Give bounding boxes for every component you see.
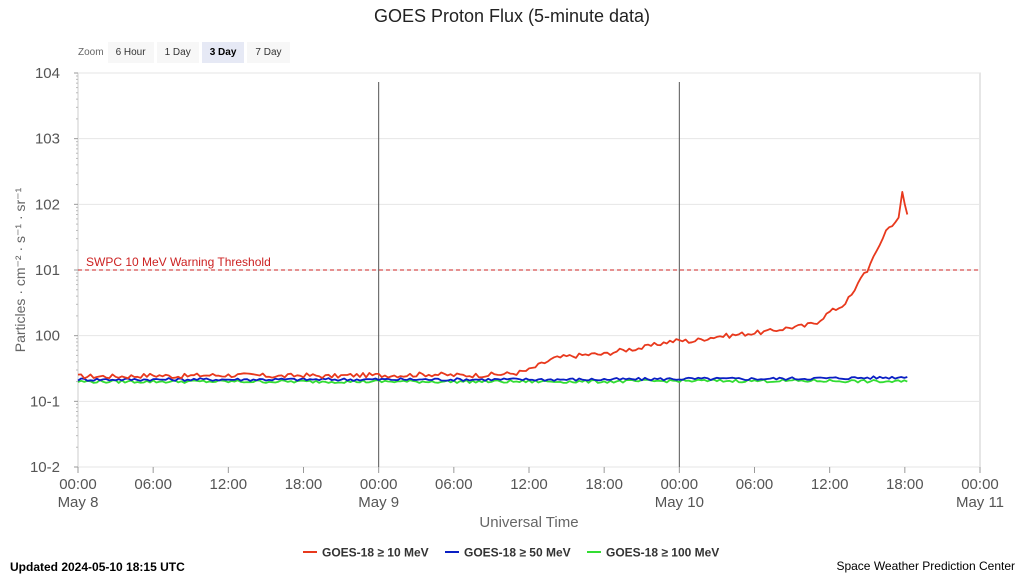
y-tick-label: 101 [35, 262, 60, 279]
zoom-3-day-button[interactable]: 3 Day [201, 41, 245, 63]
x-tick-label: 18:00 [585, 476, 623, 493]
y-axis-title: Particles · cm⁻² · s⁻¹ · sr⁻¹ [12, 187, 28, 352]
x-tick-label: 12:00 [210, 476, 248, 493]
y-tick-label: 102 [35, 196, 60, 213]
x-tick-label: 06:00 [435, 476, 473, 493]
updated-timestamp: Updated 2024-05-10 18:15 UTC [10, 560, 185, 574]
chart-title: GOES Proton Flux (5-minute data) [373, 6, 651, 26]
x-tick-label: 00:00 [961, 476, 999, 493]
x-date-label: May 9 [358, 494, 399, 511]
x-axis-title: Universal Time [479, 514, 578, 531]
series-100-mev-line [77, 378, 908, 384]
x-tick-label: 00:00 [661, 476, 699, 493]
x-date-label: May 8 [58, 494, 99, 511]
legend-50-mev-label: GOES-18 ≥ 50 MeV [464, 546, 571, 560]
y-tick-label: 10-2 [30, 459, 60, 476]
series-50-mev-line [77, 375, 908, 382]
x-date-label: May 11 [956, 494, 1004, 511]
zoom-label: Zoom [78, 46, 104, 58]
legend-10-mev-label: GOES-18 ≥ 10 MeV [322, 546, 429, 560]
y-tick-label: 103 [35, 131, 60, 148]
zoom-6-hour-button[interactable]: 6 Hour [107, 41, 154, 63]
series-10-mev-line [77, 190, 909, 380]
warning-threshold-label: SWPC 10 MeV Warning Threshold [86, 255, 271, 269]
zoom-7-day-button[interactable]: 7 Day [247, 41, 290, 63]
x-tick-label: 06:00 [736, 476, 774, 493]
legend-100-mev-label: GOES-18 ≥ 100 MeV [606, 546, 719, 560]
x-tick-label: 00:00 [59, 476, 97, 493]
credit-label: Space Weather Prediction Center [836, 559, 1015, 573]
x-tick-label: 12:00 [811, 476, 849, 493]
x-tick-label: 18:00 [886, 476, 924, 493]
y-tick-label: 10-1 [30, 393, 60, 410]
x-tick-label: 12:00 [510, 476, 548, 493]
y-tick-label: 100 [35, 328, 60, 345]
zoom-1-day-button[interactable]: 1 Day [156, 41, 199, 63]
x-tick-label: 06:00 [134, 476, 172, 493]
x-tick-label: 00:00 [360, 476, 398, 493]
x-date-label: May 10 [655, 494, 704, 511]
y-tick-label: 104 [35, 65, 60, 82]
x-tick-label: 18:00 [285, 476, 323, 493]
zoom-controls: Zoom 6 Hour 1 Day 3 Day 7 Day [78, 41, 293, 63]
